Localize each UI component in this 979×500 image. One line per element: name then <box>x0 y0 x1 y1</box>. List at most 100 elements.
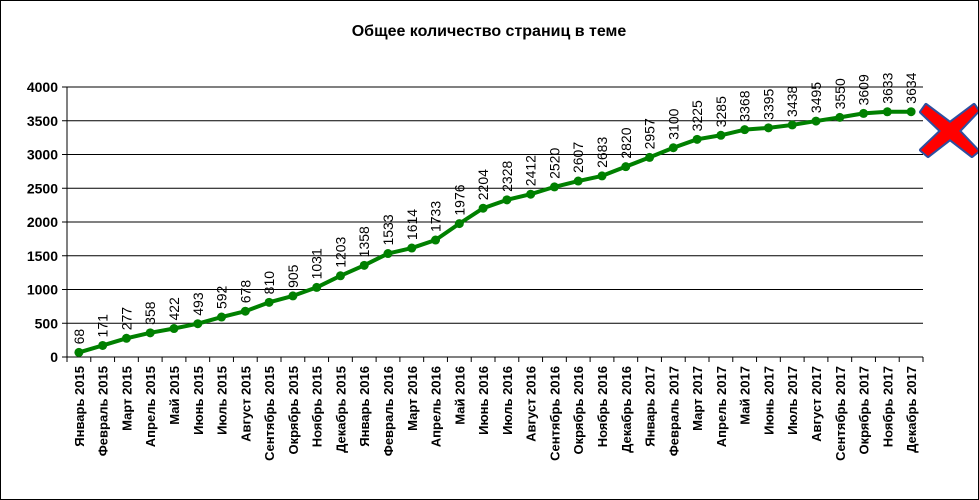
y-tick-layer: 0 500 1000 1500 2000 2500 3000 3500 4000 <box>27 79 58 365</box>
data-point <box>597 171 607 181</box>
data-label: 1614 <box>404 209 420 240</box>
data-label: 1976 <box>451 184 467 215</box>
x-tick-label: Январь 2017 <box>643 366 658 447</box>
x-tick-label: Июль 2017 <box>785 366 800 435</box>
data-point <box>787 120 797 130</box>
data-point <box>692 134 702 144</box>
x-tick-label: Май 2017 <box>738 366 753 425</box>
data-label: 3550 <box>832 78 848 109</box>
data-label: 2607 <box>570 142 586 173</box>
data-point <box>573 176 583 186</box>
x-tick-label: Декабрь 2017 <box>904 366 919 453</box>
y-tick-label: 1000 <box>27 282 58 298</box>
data-label: 1203 <box>332 236 348 267</box>
data-label: 3634 <box>903 72 919 103</box>
data-point <box>312 282 322 292</box>
x-tick-label: Март 2016 <box>405 366 420 431</box>
data-label: 3438 <box>784 86 800 117</box>
x-tick-label: Апрель 2015 <box>143 366 158 447</box>
data-label: 3285 <box>713 96 729 127</box>
data-point <box>478 203 488 213</box>
y-tick-label: 3500 <box>27 113 58 129</box>
grid-layer <box>67 86 923 324</box>
x-tick-label: Май 2015 <box>167 366 182 425</box>
data-label: 2412 <box>523 155 539 186</box>
data-label: 171 <box>95 314 111 338</box>
data-label: 2328 <box>499 161 515 192</box>
x-tick-label: Окрябрь 2017 <box>857 366 872 454</box>
x-tick-label: Август 2017 <box>809 366 824 442</box>
x-tick-layer: Январь 2015 Февраль 2015 Март 2015 Апрель 2… <box>72 366 919 461</box>
data-point <box>288 291 298 301</box>
x-tick-label: Июнь 2016 <box>476 366 491 435</box>
y-tick-label: 4000 <box>27 79 58 95</box>
data-point <box>811 116 821 126</box>
data-point <box>668 143 678 153</box>
x-tick-label: Март 2015 <box>119 366 134 431</box>
x-tick-label: Сентябрь 2015 <box>262 366 277 461</box>
x-mark-fill <box>921 105 978 156</box>
data-point <box>74 347 84 357</box>
data-label: 1733 <box>428 201 444 232</box>
data-label: 3495 <box>808 82 824 113</box>
data-point <box>716 130 726 140</box>
x-tick-label: Декабрь 2016 <box>619 366 634 453</box>
data-label: 493 <box>190 292 206 316</box>
y-tick-label: 3000 <box>27 147 58 163</box>
x-tick-label: Декабрь 2015 <box>333 366 348 453</box>
x-tick-label: Январь 2015 <box>72 366 87 447</box>
data-point <box>621 162 631 172</box>
x-tick-label: Март 2017 <box>690 366 705 431</box>
data-label: 3100 <box>665 108 681 139</box>
x-tick-label: Июнь 2015 <box>191 366 206 435</box>
data-label: 358 <box>142 301 158 325</box>
series-layer <box>74 107 916 357</box>
data-point <box>169 324 179 334</box>
x-tick-label: Ноябрь 2017 <box>880 366 895 447</box>
data-label: 3395 <box>760 88 776 119</box>
data-label: 2683 <box>594 137 610 168</box>
chart-title: Общее количество страниц в теме <box>352 23 627 40</box>
x-tick-label: Ноябрь 2016 <box>595 366 610 447</box>
x-tick-label: Январь 2016 <box>357 366 372 447</box>
data-label: 678 <box>237 280 253 304</box>
x-tick-label: Сентябрь 2016 <box>547 366 562 461</box>
data-point <box>407 243 417 253</box>
x-tick-label: Июль 2015 <box>215 366 230 435</box>
data-point <box>763 123 773 133</box>
data-label: 2820 <box>618 127 634 158</box>
x-tick-label: Ноябрь 2015 <box>310 366 325 447</box>
data-label: 3368 <box>737 90 753 121</box>
x-tick-label: Август 2015 <box>238 366 253 442</box>
y-tick-label: 2000 <box>27 214 58 230</box>
data-label: 68 <box>71 329 87 345</box>
data-label: 810 <box>261 271 277 295</box>
y-tick-label: 1500 <box>27 248 58 264</box>
data-label: 3225 <box>689 100 705 131</box>
x-tick-label: Окрябрь 2016 <box>571 366 586 454</box>
data-label: 2204 <box>475 169 491 200</box>
x-tick-label: Февраль 2017 <box>666 366 681 456</box>
data-point <box>740 125 750 135</box>
data-point <box>383 249 393 259</box>
data-point <box>645 152 655 162</box>
y-tick-label: 2500 <box>27 180 58 196</box>
data-label: 3633 <box>879 72 895 103</box>
data-point <box>454 219 464 229</box>
data-label: 422 <box>166 297 182 321</box>
data-point <box>335 271 345 281</box>
x-tick-label: Февраль 2015 <box>96 366 111 456</box>
x-tick-label: Июль 2016 <box>500 366 515 435</box>
data-label: 592 <box>214 285 230 309</box>
data-point <box>835 112 845 122</box>
x-tick-label: Февраль 2016 <box>381 366 396 456</box>
data-label: 2520 <box>546 148 562 179</box>
data-label: 3609 <box>856 74 872 105</box>
data-point <box>882 107 892 117</box>
x-tick-label: Апрель 2017 <box>714 366 729 447</box>
data-point <box>431 235 441 245</box>
data-label: 905 <box>285 264 301 288</box>
data-point <box>217 312 227 322</box>
